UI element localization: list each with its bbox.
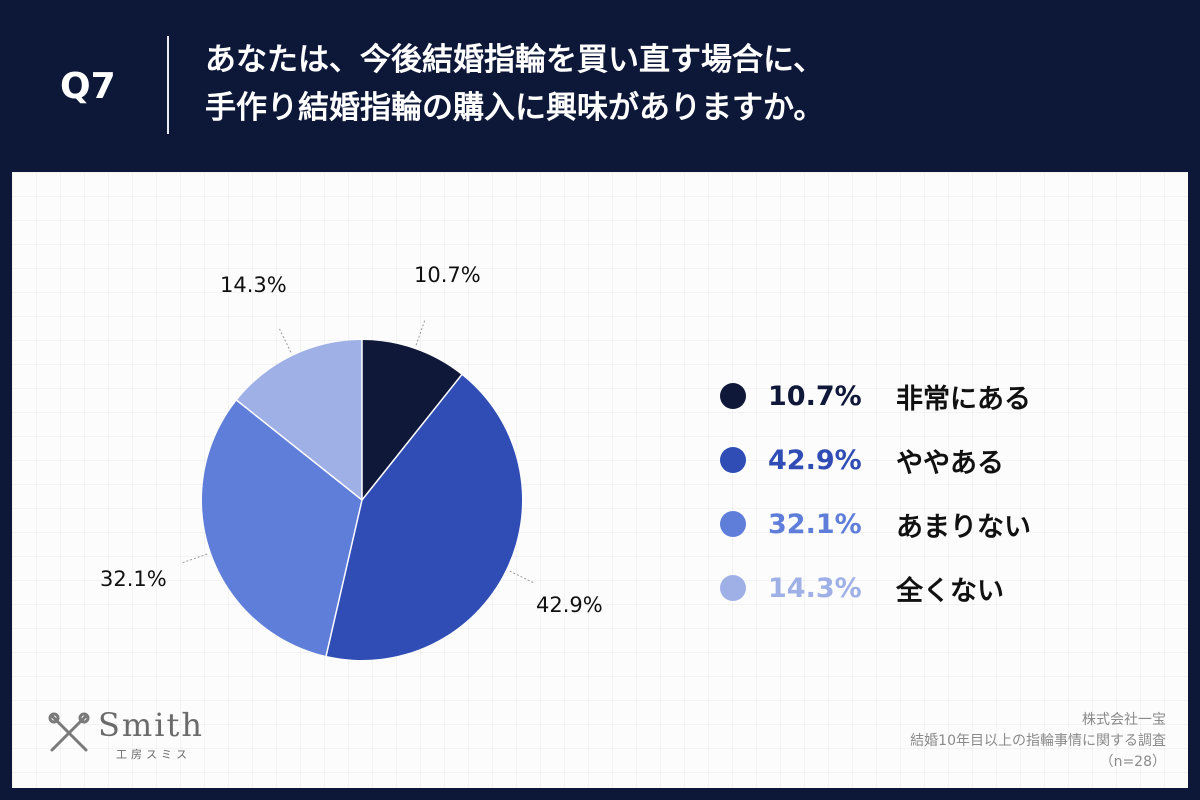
legend-label: 非常にある xyxy=(896,383,1031,415)
legend-item: 10.7% 非常にある xyxy=(720,364,1031,428)
source-survey: 結婚10年目以上の指輪事情に関する調査 xyxy=(910,733,1166,749)
leader-line xyxy=(180,553,208,564)
pie-slice xyxy=(236,340,362,500)
logo-subtitle: 工房スミス xyxy=(116,748,191,761)
legend-percent: 42.9% xyxy=(768,444,862,476)
legend-percent: 14.3% xyxy=(768,572,862,604)
legend-percent: 32.1% xyxy=(768,508,862,540)
leader-line xyxy=(278,326,292,353)
legend-label: ややある xyxy=(896,447,1004,479)
legend-dot-icon xyxy=(720,383,746,409)
source-note: 株式会社一宝 結婚10年目以上の指輪事情に関する調査 （n=28） xyxy=(910,710,1166,773)
question-line-2: 手作り結婚指輪の購入に興味がありますか。 xyxy=(205,90,825,126)
crossed-tools-icon xyxy=(48,712,90,752)
source-company: 株式会社一宝 xyxy=(1082,712,1166,728)
smith-logo: Smith 工房スミス xyxy=(46,704,246,764)
legend-item: 14.3% 全くない xyxy=(720,556,1031,620)
legend-label: 全くない xyxy=(896,575,1004,607)
logo-wordmark: Smith xyxy=(98,706,204,744)
legend-dot-icon xyxy=(720,511,746,537)
slice-percent-label: 42.9% xyxy=(536,593,603,617)
question-number: Q7 xyxy=(60,66,116,107)
slice-percent-label: 32.1% xyxy=(100,567,167,591)
slice-separator xyxy=(236,399,363,501)
pie-slice xyxy=(326,374,522,660)
legend-percent: 10.7% xyxy=(768,380,862,412)
question-text: あなたは、今後結婚指輪を買い直す場合に、 手作り結婚指輪の購入に興味がありますか… xyxy=(205,36,1165,132)
legend-item: 32.1% あまりない xyxy=(720,492,1031,556)
header-divider xyxy=(167,36,169,134)
leader-line xyxy=(415,318,426,346)
slice-percent-label: 14.3% xyxy=(220,273,287,297)
slice-separator xyxy=(325,499,363,657)
header: Q7 あなたは、今後結婚指輪を買い直す場合に、 手作り結婚指輪の購入に興味があり… xyxy=(0,0,1200,170)
slice-separator xyxy=(361,374,463,501)
legend-label: あまりない xyxy=(896,511,1031,543)
source-sample: （n=28） xyxy=(1099,754,1166,770)
legend-dot-icon xyxy=(720,575,746,601)
pie-slice xyxy=(362,340,462,500)
legend-dot-icon xyxy=(720,447,746,473)
pie-slice xyxy=(202,400,362,656)
pie-chart: 10.7% 42.9% 32.1% 14.3% xyxy=(100,263,603,660)
legend-item: 42.9% ややある xyxy=(720,428,1031,492)
question-line-1: あなたは、今後結婚指輪を買い直す場合に、 xyxy=(205,42,825,78)
legend: 10.7% 非常にある 42.9% ややある 32.1% あまりない 14.3% 全くない xyxy=(720,364,1031,620)
slice-percent-label: 10.7% xyxy=(414,263,481,287)
chart-panel: 10.7% 42.9% 32.1% 14.3% 10.7% 非常にある 42.9% ややある… xyxy=(12,172,1188,788)
leader-line xyxy=(509,570,536,584)
